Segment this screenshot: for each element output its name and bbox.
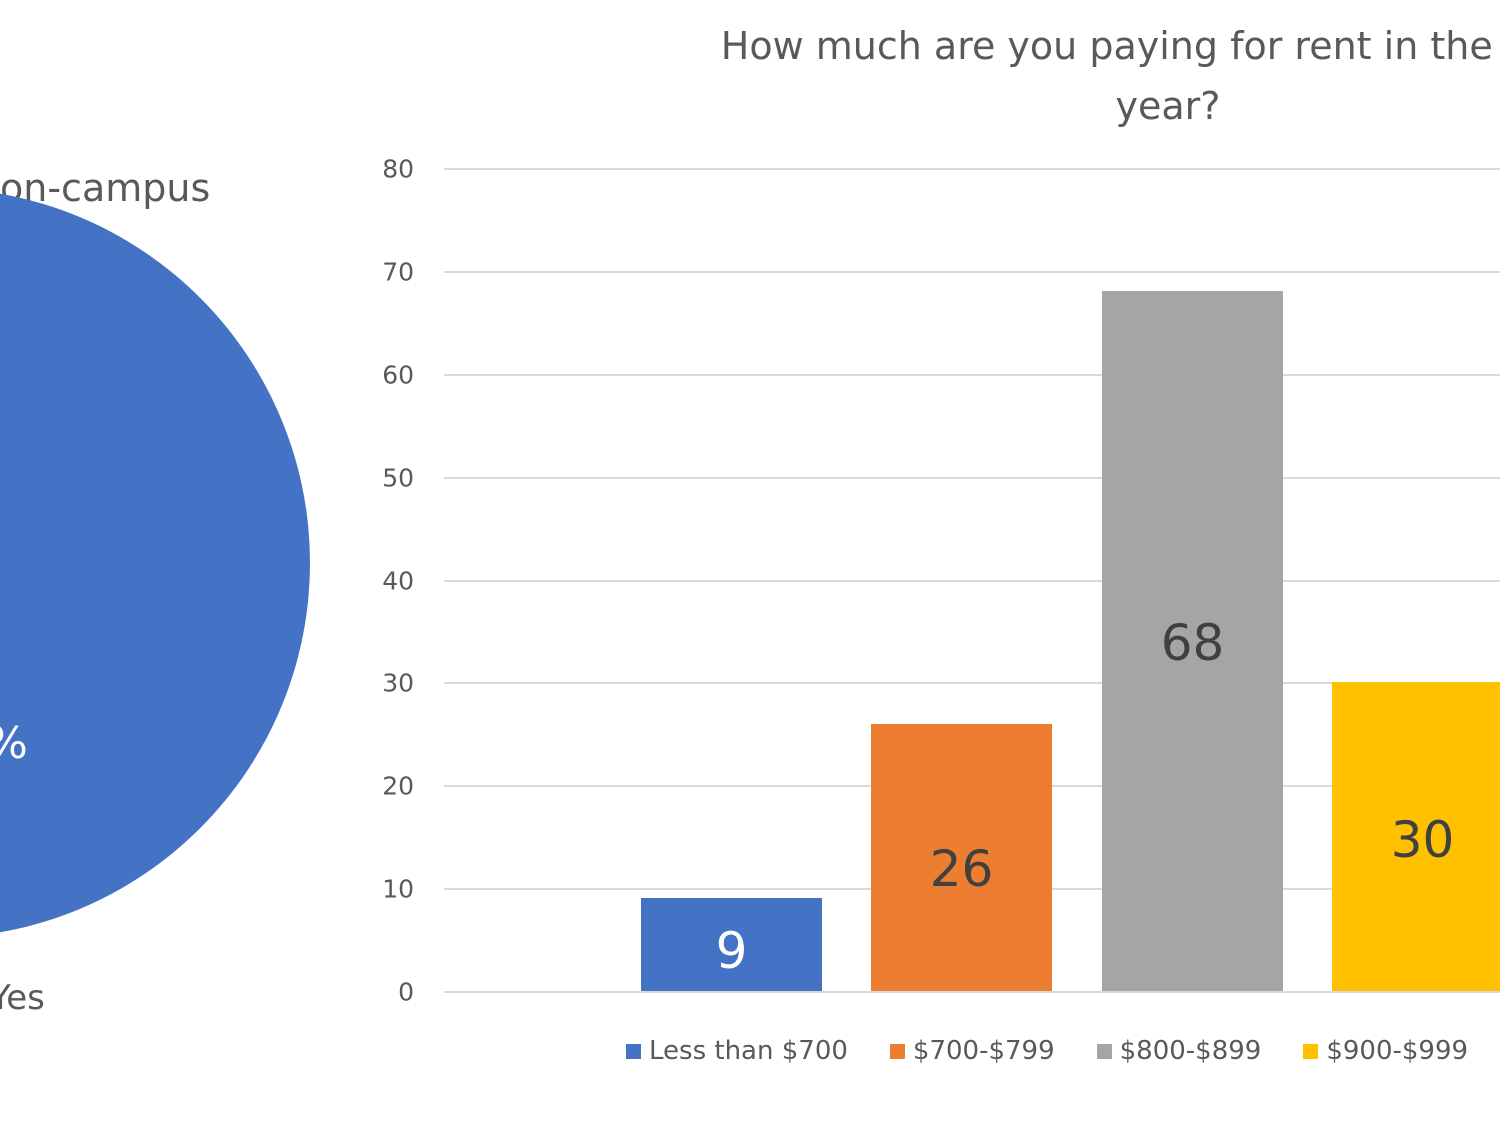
legend-swatch-icon bbox=[626, 1043, 641, 1059]
pie-slice-yes bbox=[0, 188, 310, 938]
gridline bbox=[444, 168, 1500, 170]
gridline bbox=[444, 476, 1500, 479]
legend-swatch-icon bbox=[889, 1043, 905, 1059]
legend-swatch-icon bbox=[1096, 1043, 1112, 1059]
legend-label: $900-$999 bbox=[1326, 1036, 1469, 1066]
y-tick-label: 10 bbox=[382, 874, 414, 904]
legend-label: $800-$899 bbox=[1119, 1036, 1262, 1066]
bar-title-line-1: How much are you paying for rent in the … bbox=[720, 24, 1500, 68]
legend-item: $900-$999 bbox=[1303, 1036, 1468, 1066]
bar-2: 68 bbox=[1102, 291, 1283, 991]
x-axis-line bbox=[444, 991, 1500, 993]
y-tick-label: 60 bbox=[382, 360, 414, 390]
bar-1: 26 bbox=[871, 723, 1052, 991]
bar-data-label: 68 bbox=[1160, 614, 1225, 673]
gridline bbox=[444, 270, 1500, 273]
gridline bbox=[444, 579, 1500, 582]
y-tick-label: 40 bbox=[382, 566, 414, 595]
y-tick-label: 30 bbox=[382, 668, 414, 698]
y-tick-label: 0 bbox=[398, 977, 414, 1007]
gridline bbox=[444, 682, 1500, 685]
gridline bbox=[444, 373, 1500, 376]
bar-data-label: 9 bbox=[715, 921, 748, 980]
bar-chart-title: How much are you paying for rent in the … bbox=[560, 16, 1500, 136]
y-tick-label: 50 bbox=[382, 463, 414, 493]
bar-3: 30 bbox=[1332, 682, 1500, 991]
legend-swatch-icon bbox=[1303, 1043, 1319, 1059]
bar-chart-legend: Less than $700 $700-$799 $800-$899 $900-$99… bbox=[626, 1034, 1500, 1068]
bar-data-label: 26 bbox=[929, 840, 994, 899]
legend-label: $700-$799 bbox=[912, 1036, 1055, 1066]
legend-label: Less than $700 bbox=[649, 1036, 848, 1066]
y-tick-label: 70 bbox=[382, 257, 414, 287]
pie-slice-percentage-label: % bbox=[0, 718, 28, 769]
bar-title-line-2: year? bbox=[1115, 84, 1221, 128]
y-tick-label: 20 bbox=[382, 771, 414, 801]
legend-item: $700-$799 bbox=[889, 1036, 1055, 1066]
bar-0: 9 bbox=[641, 898, 822, 991]
legend-item: $800-$899 bbox=[1096, 1036, 1262, 1066]
y-tick-label: 80 bbox=[382, 154, 414, 184]
bar-data-label: 30 bbox=[1390, 811, 1455, 870]
pie-legend-yes: Yes bbox=[0, 978, 45, 1018]
legend-item: Less than $700 bbox=[626, 1036, 848, 1066]
